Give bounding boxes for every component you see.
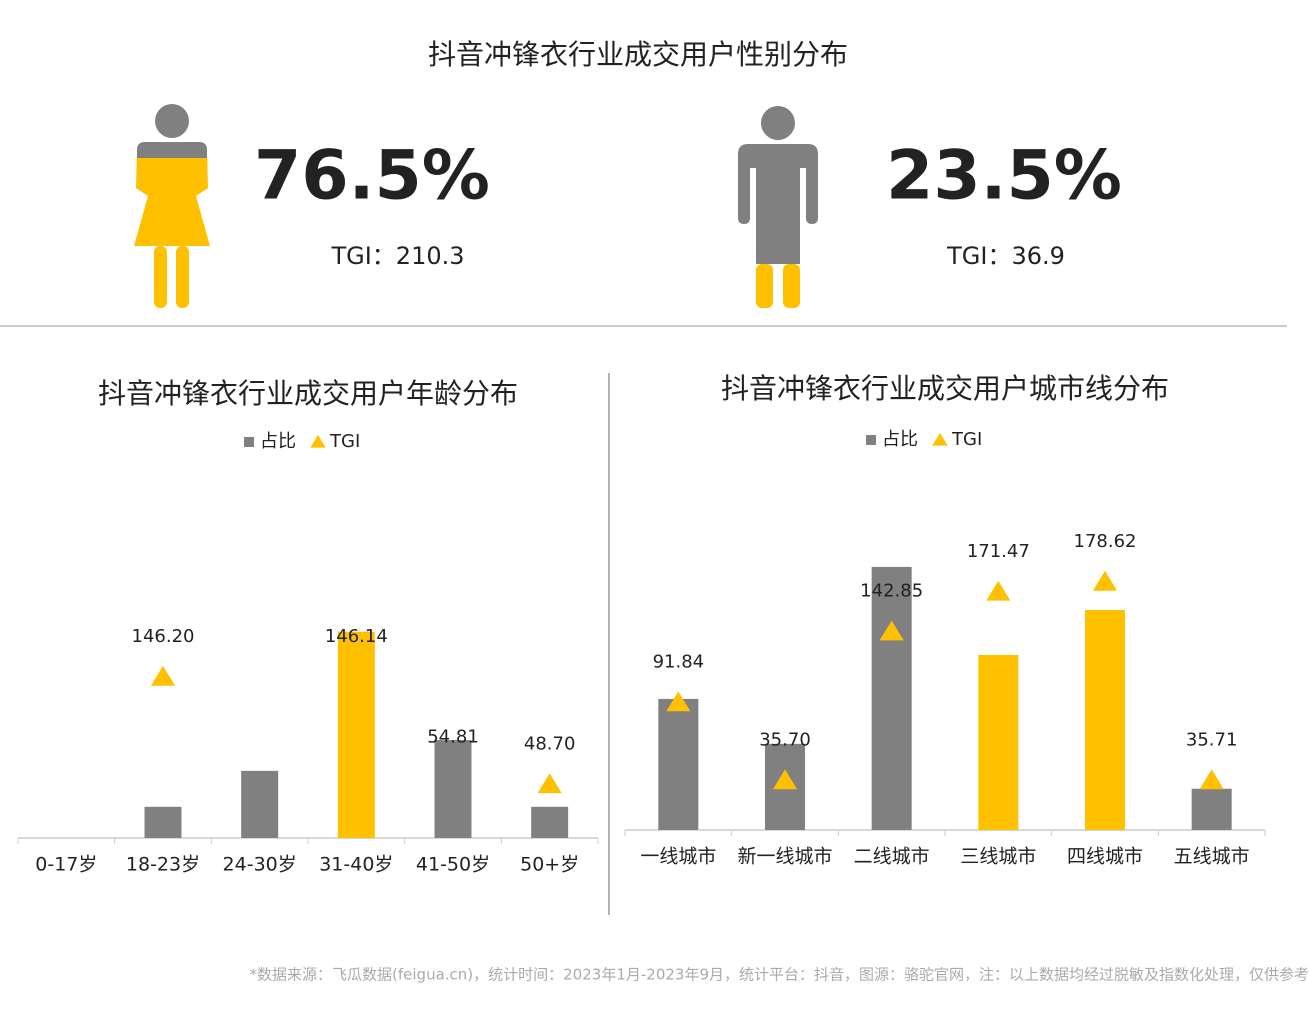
tgi-label: 171.47 (967, 541, 1030, 562)
tgi-marker (1092, 570, 1118, 591)
tgi-marker (150, 665, 176, 686)
tgi-label: 35.70 (759, 729, 811, 750)
legend-swatch (866, 435, 876, 445)
tgi-label: 178.62 (1074, 531, 1137, 552)
legend-label: TGI (329, 431, 360, 452)
tgi-marker (772, 769, 798, 790)
bar (871, 566, 912, 830)
female-tgi: TGI：210.3 (330, 242, 464, 270)
tgi-label: 35.71 (1186, 729, 1238, 750)
male-icon (738, 106, 818, 308)
x-tick-label: 一线城市 (640, 846, 716, 868)
legend-swatch (310, 435, 326, 448)
x-tick-label: 50+岁 (520, 854, 579, 876)
chart-title: 抖音冲锋衣行业成交用户城市线分布 (721, 372, 1169, 405)
tgi-label: 146.14 (325, 626, 388, 647)
tgi-label: 48.70 (524, 733, 576, 754)
bar (434, 740, 472, 838)
gender-title: 抖音冲锋衣行业成交用户性别分布 (428, 38, 848, 71)
female-icon (134, 104, 210, 308)
tgi-label: 54.81 (427, 727, 479, 748)
female-share: 76.5% (254, 137, 490, 216)
x-tick-label: 二线城市 (854, 846, 930, 868)
footer-note: *数据来源：飞瓜数据(feigua.cn)，统计时间：2023年1月-2023年… (250, 966, 1309, 984)
x-tick-label: 41-50岁 (416, 854, 490, 876)
x-tick-label: 新一线城市 (737, 846, 832, 868)
legend-swatch (932, 433, 948, 446)
legend-label: 占比 (260, 431, 296, 452)
x-tick-label: 18-23岁 (126, 854, 200, 876)
tgi-label: 146.20 (132, 626, 195, 647)
x-tick-label: 31-40岁 (319, 854, 393, 876)
x-tick-label: 四线城市 (1067, 846, 1143, 868)
tgi-marker (879, 620, 904, 641)
x-tick-label: 0-17岁 (35, 854, 97, 876)
bar (1191, 788, 1232, 830)
tgi-marker (666, 691, 691, 712)
tgi-label: 142.85 (860, 581, 923, 602)
bar (658, 698, 699, 830)
tgi-label: 91.84 (653, 651, 705, 672)
tgi-marker (537, 773, 562, 794)
x-tick-label: 五线城市 (1174, 846, 1250, 868)
tgi-marker (986, 580, 1011, 601)
bar (1085, 610, 1125, 830)
legend-label: TGI (951, 429, 982, 450)
bar (241, 770, 279, 838)
x-tick-label: 24-30岁 (223, 854, 297, 876)
bar (531, 806, 569, 838)
bar (337, 631, 375, 838)
legend-swatch (244, 437, 254, 447)
tgi-marker (1199, 769, 1224, 790)
legend-label: 占比 (882, 429, 918, 450)
bar (144, 806, 182, 838)
bar (978, 654, 1019, 830)
male-share: 23.5% (886, 137, 1122, 216)
male-tgi: TGI：36.9 (946, 242, 1065, 270)
chart-title: 抖音冲锋衣行业成交用户年龄分布 (98, 377, 518, 410)
x-tick-label: 三线城市 (960, 846, 1036, 868)
